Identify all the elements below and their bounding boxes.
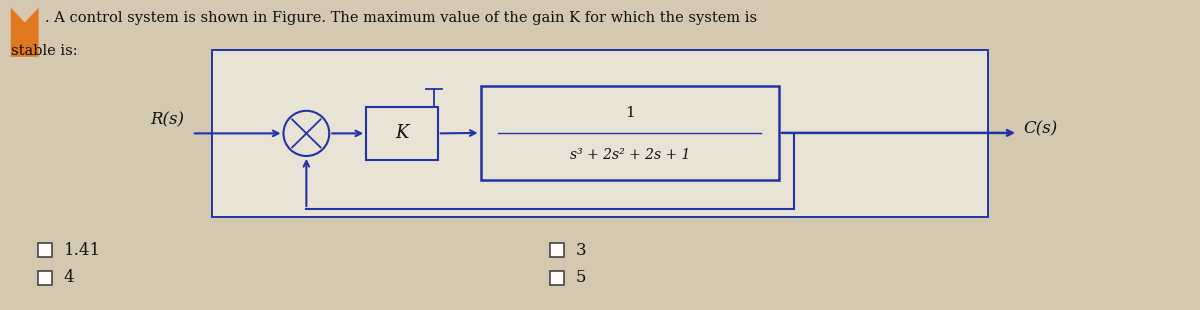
Bar	[480, 86, 779, 179]
Text: 5: 5	[576, 269, 587, 286]
Text: K: K	[395, 124, 409, 142]
Text: s³ + 2s² + 2s + 1: s³ + 2s² + 2s + 1	[570, 148, 690, 162]
Bar	[551, 271, 564, 285]
Polygon shape	[11, 8, 38, 57]
Text: 3: 3	[576, 242, 587, 259]
Text: stable is:: stable is:	[11, 44, 77, 58]
Circle shape	[283, 111, 329, 156]
Text: 1: 1	[625, 106, 635, 120]
Bar	[37, 243, 52, 257]
Bar	[551, 243, 564, 257]
Bar	[366, 107, 438, 160]
Text: R(s): R(s)	[150, 112, 184, 128]
Text: 1.41: 1.41	[64, 242, 101, 259]
Bar	[37, 271, 52, 285]
Text: . A control system is shown in Figure. The maximum value of the gain K for which: . A control system is shown in Figure. T…	[44, 11, 757, 24]
Text: C(s): C(s)	[1024, 121, 1057, 137]
Text: 4: 4	[64, 269, 74, 286]
Bar	[212, 50, 988, 217]
